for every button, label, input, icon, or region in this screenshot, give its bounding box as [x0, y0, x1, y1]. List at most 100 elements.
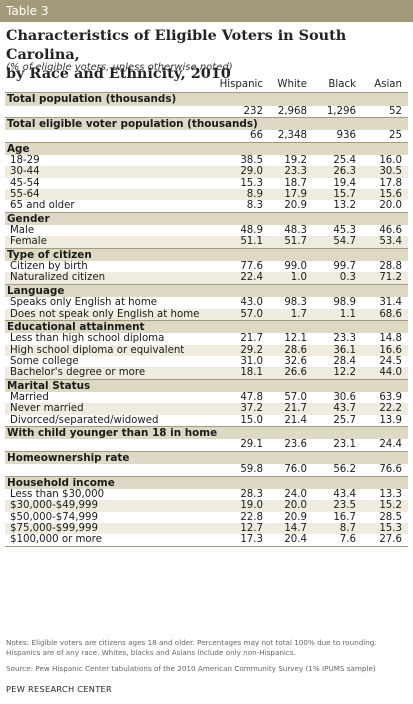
cell-black: 23.5 [333, 500, 356, 512]
cell-asian: 14.8 [379, 333, 402, 345]
cell-black: 28.4 [333, 355, 356, 367]
cell-hispanic: 12.7 [240, 522, 263, 534]
source-text: Source: Pew Hispanic Center tabulations … [6, 664, 376, 673]
column-header-hispanic: Hispanic [219, 79, 263, 90]
section-divider [5, 450, 408, 452]
section-header-label: Total eligible voter population (thousan… [7, 117, 258, 130]
cell-asian: 52 [389, 105, 402, 117]
section-divider [5, 319, 408, 321]
cell-white: 2,348 [277, 130, 307, 142]
row-label: Male [10, 225, 35, 237]
cell-hispanic: 19.0 [240, 500, 263, 512]
cell-hispanic: 59.8 [240, 464, 263, 476]
cell-black: 1.1 [339, 308, 356, 320]
cell-white: 20.9 [284, 200, 307, 212]
cell-black: 0.3 [339, 272, 356, 284]
table-row: 18-29 38.5 19.2 25.4 16.0 [5, 155, 408, 166]
cell-asian: 16.0 [379, 155, 402, 167]
brand-label: PEW RESEARCH CENTER [6, 684, 112, 694]
row-label: $30,000-$49,999 [10, 500, 98, 512]
cell-asian: 22.2 [379, 403, 402, 415]
row-label: $50,000-$74,999 [10, 511, 98, 523]
cell-hispanic: 8.3 [246, 200, 263, 212]
table-row: Speaks only English at home 43.0 98.3 98.9 3… [5, 297, 408, 308]
cell-hispanic: 43.0 [240, 297, 263, 309]
column-header-black: Black [328, 79, 356, 90]
cell-hispanic: 21.7 [240, 333, 263, 345]
row-label: Female [10, 236, 47, 248]
cell-hispanic: 77.6 [240, 261, 263, 273]
cell-asian: 24.4 [379, 439, 402, 451]
section-header: Type of citizen [5, 248, 408, 262]
section-header-label: Age [7, 142, 30, 155]
cell-asian: 68.6 [379, 308, 402, 320]
table-title: Characteristics of Eligible Voters in So… [6, 26, 408, 83]
cell-white: 99.0 [284, 261, 307, 273]
cell-asian: 53.4 [379, 236, 402, 248]
cell-white: 12.1 [284, 333, 307, 345]
cell-asian: 63.9 [379, 392, 402, 404]
table-row: Bachelor's degree or more 18.1 26.6 12.2 44.… [5, 367, 408, 379]
section-header: Total population (thousands) [5, 93, 408, 106]
section-header: With child younger than 18 in home [5, 426, 408, 440]
cell-hispanic: 38.5 [240, 155, 263, 167]
row-label: Citizen by birth [10, 261, 88, 273]
cell-black: 43.4 [333, 489, 356, 501]
row-label: Naturalized citizen [10, 272, 106, 284]
cell-hispanic: 17.3 [240, 534, 263, 546]
cell-white: 19.2 [284, 155, 307, 167]
cell-hispanic: 15.3 [240, 177, 263, 189]
section-divider [5, 247, 408, 249]
cell-white: 57.0 [284, 392, 307, 404]
cell-black: 98.9 [333, 297, 356, 309]
cell-white: 17.9 [284, 188, 307, 200]
table-row: Never married 37.2 21.7 43.7 22.2 [5, 403, 408, 415]
cell-black: 16.7 [333, 511, 356, 523]
cell-black: 43.7 [333, 403, 356, 415]
cell-asian: 71.2 [379, 272, 402, 284]
cell-asian: 15.3 [379, 522, 402, 534]
cell-hispanic: 18.1 [240, 367, 263, 379]
cell-asian: 30.5 [379, 166, 402, 178]
cell-white: 21.7 [284, 403, 307, 415]
cell-hispanic: 29.2 [240, 344, 263, 356]
title-line-1: Characteristics of Eligible Voters in So… [6, 27, 347, 63]
cell-black: 36.1 [333, 344, 356, 356]
cell-black: 7.6 [339, 534, 356, 546]
notes-text: Notes: Eligible voters are citizens ages… [6, 638, 377, 657]
table-subtitle: (% of eligible voters, unless otherwise … [6, 62, 233, 73]
cell-white: 21.4 [284, 414, 307, 426]
section-header-label: Type of citizen [7, 248, 92, 261]
row-label: Some college [10, 355, 79, 367]
table-row: Less than $30,000 28.3 24.0 43.4 13.3 [5, 489, 408, 500]
section-header-label: Household income [7, 476, 115, 489]
cell-asian: 28.5 [379, 511, 402, 523]
cell-white: 14.7 [284, 522, 307, 534]
section-header-label: Total population (thousands) [7, 93, 177, 105]
table-row: Female 51.1 51.7 54.7 53.4 [5, 236, 408, 248]
table-row: Male 48.9 48.3 45.3 46.6 [5, 225, 408, 236]
cell-black: 30.6 [333, 392, 356, 404]
cell-white: 24.0 [284, 489, 307, 501]
cell-asian: 31.4 [379, 297, 402, 309]
row-label: Speaks only English at home [10, 297, 158, 309]
cell-black: 25.7 [333, 414, 356, 426]
cell-black: 1,296 [326, 105, 356, 117]
cell-asian: 17.8 [379, 177, 402, 189]
cell-asian: 24.5 [379, 355, 402, 367]
table-row: $100,000 or more 17.3 20.4 7.6 27.6 [5, 534, 408, 545]
cell-hispanic: 66 [250, 130, 263, 142]
title-line-2: by Race and Ethnicity, 2010 [6, 65, 231, 82]
row-label: High school diploma or equivalent [10, 344, 185, 356]
section-divider [5, 116, 408, 118]
table-row: $75,000-$99,999 12.7 14.7 8.7 15.3 [5, 522, 408, 535]
cell-hispanic: 57.0 [240, 308, 263, 320]
cell-asian: 27.6 [379, 534, 402, 546]
cell-white: 1.7 [290, 308, 307, 320]
row-label: Less than high school diploma [10, 333, 165, 345]
cell-black: 26.3 [333, 166, 356, 178]
cell-black: 54.7 [333, 236, 356, 248]
cell-white: 51.7 [284, 236, 307, 248]
section-header: Homeownership rate [5, 451, 408, 465]
